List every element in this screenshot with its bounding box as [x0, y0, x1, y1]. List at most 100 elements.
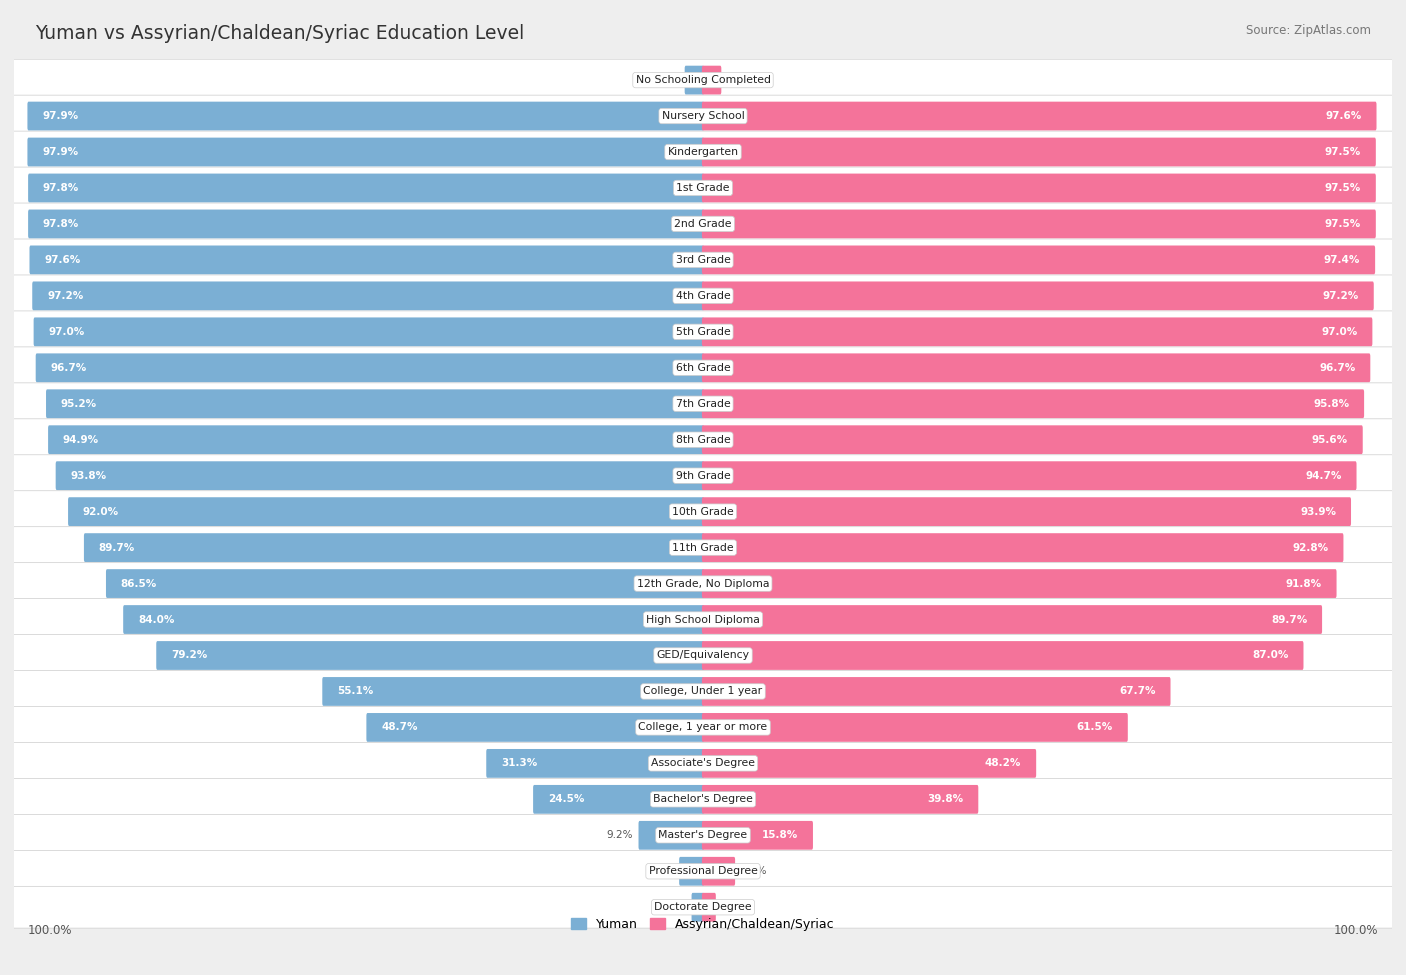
Text: 89.7%: 89.7%: [98, 543, 135, 553]
Text: Source: ZipAtlas.com: Source: ZipAtlas.com: [1246, 24, 1371, 37]
FancyBboxPatch shape: [702, 389, 1364, 418]
Text: 95.2%: 95.2%: [60, 399, 97, 409]
Text: 2.5%: 2.5%: [727, 75, 754, 85]
FancyBboxPatch shape: [30, 246, 704, 274]
Text: 4.5%: 4.5%: [741, 866, 768, 877]
Text: 97.4%: 97.4%: [1324, 254, 1360, 265]
FancyBboxPatch shape: [702, 65, 721, 95]
Text: 1.7%: 1.7%: [721, 902, 748, 913]
FancyBboxPatch shape: [702, 605, 1322, 634]
Text: 10th Grade: 10th Grade: [672, 507, 734, 517]
Text: 67.7%: 67.7%: [1119, 686, 1156, 696]
Text: 97.9%: 97.9%: [42, 147, 79, 157]
Text: High School Diploma: High School Diploma: [647, 614, 759, 625]
Text: 1st Grade: 1st Grade: [676, 183, 730, 193]
FancyBboxPatch shape: [13, 311, 1393, 353]
FancyBboxPatch shape: [35, 353, 704, 382]
Text: 94.9%: 94.9%: [63, 435, 98, 445]
FancyBboxPatch shape: [702, 282, 1374, 310]
Text: 84.0%: 84.0%: [138, 614, 174, 625]
FancyBboxPatch shape: [322, 677, 704, 706]
Text: 31.3%: 31.3%: [501, 759, 537, 768]
FancyBboxPatch shape: [702, 210, 1376, 238]
Text: No Schooling Completed: No Schooling Completed: [636, 75, 770, 85]
Text: 8th Grade: 8th Grade: [676, 435, 730, 445]
FancyBboxPatch shape: [13, 454, 1393, 496]
Text: Bachelor's Degree: Bachelor's Degree: [652, 795, 754, 804]
FancyBboxPatch shape: [702, 425, 1362, 454]
Text: 86.5%: 86.5%: [121, 578, 157, 589]
Text: 6th Grade: 6th Grade: [676, 363, 730, 372]
Text: 95.8%: 95.8%: [1313, 399, 1350, 409]
Text: Yuman vs Assyrian/Chaldean/Syriac Education Level: Yuman vs Assyrian/Chaldean/Syriac Educat…: [35, 24, 524, 43]
FancyBboxPatch shape: [13, 814, 1393, 856]
Text: 92.8%: 92.8%: [1292, 543, 1329, 553]
FancyBboxPatch shape: [702, 137, 1376, 167]
FancyBboxPatch shape: [46, 389, 704, 418]
FancyBboxPatch shape: [84, 533, 704, 562]
FancyBboxPatch shape: [692, 893, 704, 921]
Text: 100.0%: 100.0%: [1334, 924, 1378, 937]
FancyBboxPatch shape: [13, 671, 1393, 713]
Text: 1.5%: 1.5%: [659, 902, 686, 913]
FancyBboxPatch shape: [13, 707, 1393, 748]
Text: 94.7%: 94.7%: [1305, 471, 1341, 481]
Text: 15.8%: 15.8%: [762, 831, 799, 840]
Text: Professional Degree: Professional Degree: [648, 866, 758, 877]
FancyBboxPatch shape: [702, 713, 1128, 742]
Text: Master's Degree: Master's Degree: [658, 831, 748, 840]
Text: 95.6%: 95.6%: [1312, 435, 1348, 445]
FancyBboxPatch shape: [13, 239, 1393, 281]
FancyBboxPatch shape: [533, 785, 704, 814]
FancyBboxPatch shape: [702, 893, 716, 921]
FancyBboxPatch shape: [34, 318, 704, 346]
Text: 91.8%: 91.8%: [1285, 578, 1322, 589]
Text: 12th Grade, No Diploma: 12th Grade, No Diploma: [637, 578, 769, 589]
FancyBboxPatch shape: [13, 635, 1393, 677]
Text: Kindergarten: Kindergarten: [668, 147, 738, 157]
FancyBboxPatch shape: [702, 569, 1337, 598]
Text: 3.3%: 3.3%: [647, 866, 673, 877]
FancyBboxPatch shape: [13, 886, 1393, 928]
FancyBboxPatch shape: [367, 713, 704, 742]
FancyBboxPatch shape: [13, 526, 1393, 568]
FancyBboxPatch shape: [638, 821, 704, 849]
FancyBboxPatch shape: [702, 642, 1303, 670]
Text: 11th Grade: 11th Grade: [672, 543, 734, 553]
FancyBboxPatch shape: [28, 210, 704, 238]
Text: 4th Grade: 4th Grade: [676, 291, 730, 301]
Text: College, 1 year or more: College, 1 year or more: [638, 722, 768, 732]
FancyBboxPatch shape: [702, 101, 1376, 131]
Text: 97.0%: 97.0%: [1322, 327, 1358, 336]
FancyBboxPatch shape: [702, 821, 813, 849]
Text: 92.0%: 92.0%: [83, 507, 120, 517]
FancyBboxPatch shape: [702, 749, 1036, 778]
Text: 97.2%: 97.2%: [48, 291, 83, 301]
Text: 48.2%: 48.2%: [986, 759, 1021, 768]
FancyBboxPatch shape: [13, 203, 1393, 245]
Text: 55.1%: 55.1%: [337, 686, 374, 696]
FancyBboxPatch shape: [702, 174, 1376, 203]
FancyBboxPatch shape: [702, 318, 1372, 346]
FancyBboxPatch shape: [13, 96, 1393, 136]
FancyBboxPatch shape: [486, 749, 704, 778]
FancyBboxPatch shape: [28, 101, 704, 131]
Text: 97.5%: 97.5%: [1324, 147, 1361, 157]
Text: 9th Grade: 9th Grade: [676, 471, 730, 481]
FancyBboxPatch shape: [13, 419, 1393, 460]
FancyBboxPatch shape: [702, 857, 735, 885]
FancyBboxPatch shape: [13, 131, 1393, 173]
FancyBboxPatch shape: [13, 383, 1393, 425]
FancyBboxPatch shape: [28, 137, 704, 167]
FancyBboxPatch shape: [13, 490, 1393, 532]
FancyBboxPatch shape: [13, 59, 1393, 101]
Text: Associate's Degree: Associate's Degree: [651, 759, 755, 768]
Text: 87.0%: 87.0%: [1253, 650, 1289, 660]
Text: 97.5%: 97.5%: [1324, 183, 1361, 193]
FancyBboxPatch shape: [702, 533, 1344, 562]
FancyBboxPatch shape: [28, 174, 704, 203]
Text: 5th Grade: 5th Grade: [676, 327, 730, 336]
Text: 39.8%: 39.8%: [928, 795, 963, 804]
Text: 97.0%: 97.0%: [48, 327, 84, 336]
FancyBboxPatch shape: [702, 677, 1171, 706]
